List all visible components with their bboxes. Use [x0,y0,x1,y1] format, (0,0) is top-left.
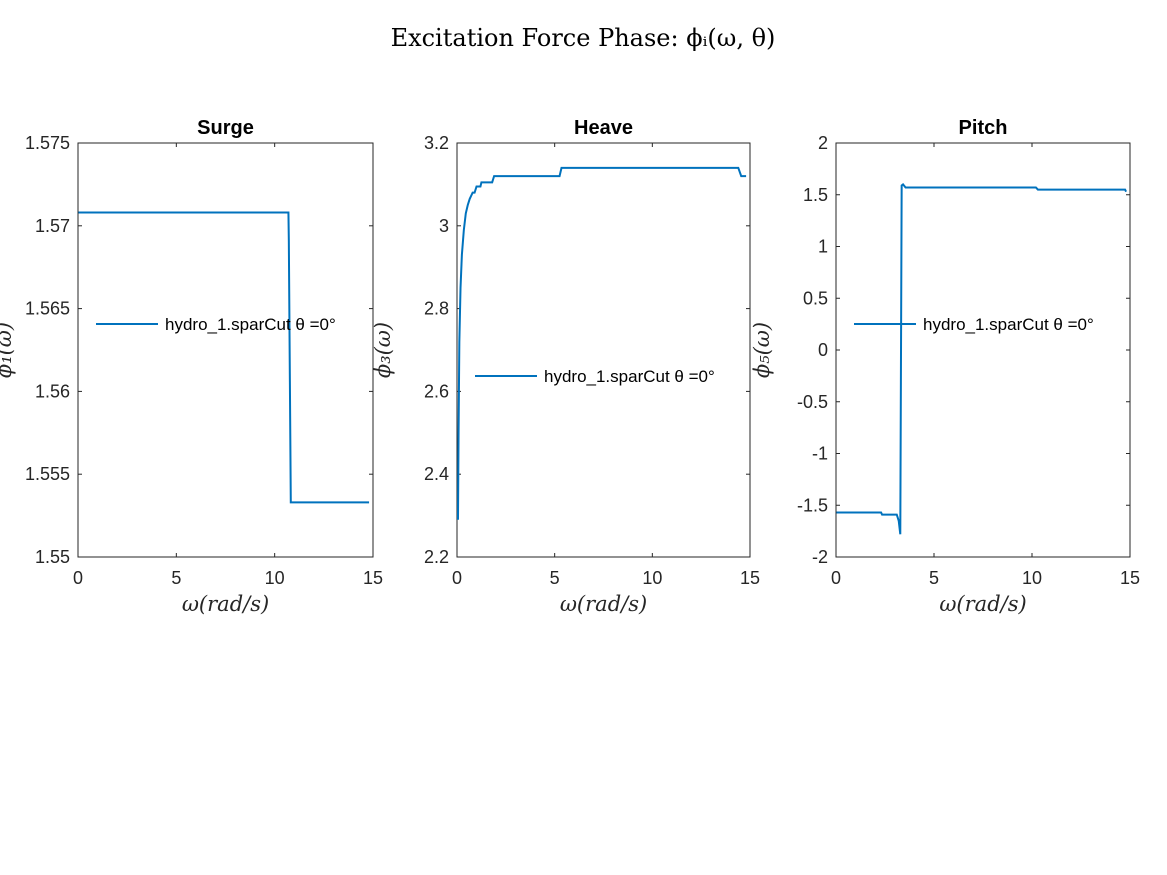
legend-label: hydro_1.sparCut θ =0° [165,315,336,334]
y-tick-label: 2 [818,133,828,153]
y-tick-label: 1 [818,237,828,257]
subplot-title: Pitch [959,117,1008,139]
subplot-title: Surge [197,117,254,139]
y-tick-label: 1.555 [25,464,70,484]
x-tick-label: 5 [550,568,560,588]
figure-suptitle: Excitation Force Phase: ϕᵢ(ω, θ) [391,24,776,52]
subplot-surge: 0 5 10 15 1.55 1.555 1.56 1.565 1.57 1.575 hydro_1… [0,117,383,616]
y-tick-label: 2.2 [424,547,449,567]
subplot-title: Heave [574,117,633,139]
axes-box [835,142,1131,558]
subplots: 0 5 10 151.551.5551.561.5651.571.575hydro_1… [0,117,1140,616]
x-tick-label: 10 [1022,568,1042,588]
y-tick-label: 0.5 [803,288,828,308]
y-tick-label: 0 [818,340,828,360]
subplot-heave: 0 5 10 15 2.2 2.4 2.6 2.8 3 3.2 hydro_1.sparCut θ … [371,117,760,616]
y-tick-label: 3 [439,216,449,236]
y-axis-label: ϕ₃(ω) [371,322,395,378]
y-tick-label: -1 [812,444,828,464]
series-line [457,166,747,520]
y-tick-label: 1.575 [25,133,70,153]
series-line [78,211,370,504]
x-tick-label: 10 [642,568,662,588]
x-tick-label: 0 [452,568,462,588]
x-axis-label: ω(rad/s) [939,592,1026,616]
x-tick-label: 10 [265,568,285,588]
x-tick-label: 5 [171,568,181,588]
legend-label: hydro_1.sparCut θ =0° [923,315,1094,334]
x-tick-label: 15 [1120,568,1140,588]
y-tick-label: 2.4 [424,464,449,484]
x-tick-label: 0 [831,568,841,588]
y-tick-label: 1.5 [803,185,828,205]
axes-box [77,142,374,558]
x-axis-label: ω(rad/s) [560,592,647,616]
legend-label: hydro_1.sparCut θ =0° [544,367,715,386]
y-axis-label: ϕ₁(ω) [0,322,16,378]
y-tick-label: 1.565 [25,299,70,319]
y-tick-label: -0.5 [797,392,828,412]
y-tick-label: 2.6 [424,381,449,401]
y-axis-label: ϕ₅(ω) [750,322,774,378]
y-tick-label: 2.8 [424,299,449,319]
series-line [836,183,1127,535]
y-tick-label: 1.56 [35,381,70,401]
y-tick-label: -1.5 [797,495,828,515]
y-tick-label: -2 [812,547,828,567]
axes-box [456,142,751,558]
y-tick-label: 1.55 [35,547,70,567]
x-tick-label: 0 [73,568,83,588]
y-tick-label: 1.57 [35,216,70,236]
x-tick-label: 5 [929,568,939,588]
y-tick-label: 3.2 [424,133,449,153]
x-tick-label: 15 [740,568,760,588]
x-axis-label: ω(rad/s) [182,592,269,616]
subplot-pitch: 0 5 10 15 -2 -1.5 -1 -0.5 0 0.5 1 1.5 2 hydro_1.sparC… [750,117,1140,616]
x-tick-label: 15 [363,568,383,588]
